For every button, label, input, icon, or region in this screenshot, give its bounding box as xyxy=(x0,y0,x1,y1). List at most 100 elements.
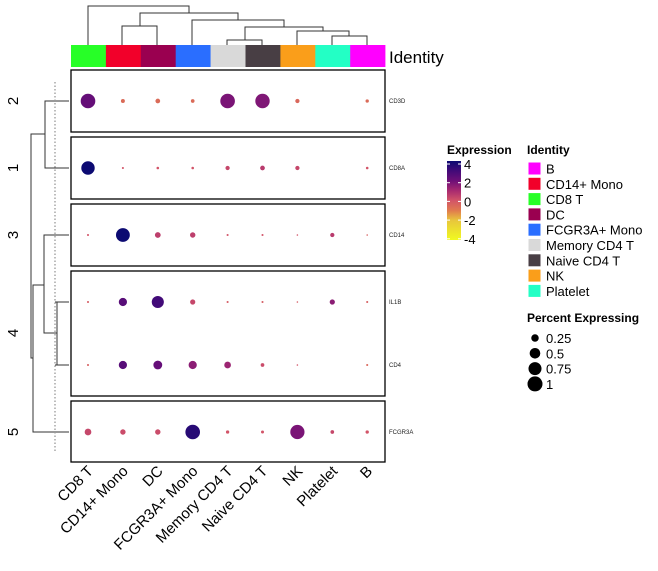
col-dendrogram-branch xyxy=(296,30,350,45)
dot-IL1B-6 xyxy=(296,301,299,303)
dot-CD8A-4 xyxy=(225,165,230,171)
dot-IL1B-3 xyxy=(190,299,196,305)
identity-legend-label: CD8 T xyxy=(546,192,583,207)
identity-legend-label: FCGR3A+ Mono xyxy=(546,223,642,238)
identity-legend-swatch xyxy=(527,207,542,222)
row-dendrogram-branch xyxy=(43,234,69,334)
size-legend-label: 0.25 xyxy=(546,331,571,346)
identity-legend-swatch xyxy=(527,222,542,237)
size-legend-dot xyxy=(527,376,543,392)
row-dendrogram-branch xyxy=(44,100,55,169)
identity-legend-swatch xyxy=(527,192,542,207)
dot-CD14-8 xyxy=(366,234,369,236)
identity-annotation-cell xyxy=(140,45,176,67)
col-dendrogram-branch xyxy=(226,39,263,45)
row-gene-label: FCGR3A xyxy=(389,430,413,436)
colorbar-tick-label: 4 xyxy=(464,157,471,172)
expression-colorbar xyxy=(447,161,461,240)
col-dendrogram-branch xyxy=(331,35,368,45)
dot-CD4-0 xyxy=(86,363,90,367)
size-legend-dot xyxy=(531,334,539,342)
identity-legend-swatch xyxy=(527,268,542,283)
identity-annotation-cell xyxy=(175,45,211,67)
dot-CD14-1 xyxy=(115,228,130,242)
dot-IL1B-5 xyxy=(261,300,264,304)
dot-CD3D-1 xyxy=(120,99,125,103)
size-legend-label: 0.75 xyxy=(546,362,571,377)
dot-IL1B-1 xyxy=(118,297,128,307)
identity-legend-swatch xyxy=(527,253,542,268)
row-dendrogram-branch xyxy=(30,133,45,359)
row-slice-panel xyxy=(70,203,386,267)
column-label: DC xyxy=(139,463,166,490)
dot-CD3D-2 xyxy=(155,98,161,104)
dot-CD3D-0 xyxy=(80,93,96,109)
dot-FCGR3A-4 xyxy=(225,430,230,434)
row-slice-panel xyxy=(70,69,386,133)
dot-CD4-8 xyxy=(366,363,369,367)
identity-legend-label: Naive CD4 T xyxy=(546,253,620,268)
row-slice-panel xyxy=(70,400,386,463)
identity-annotation-title: Identity xyxy=(389,48,444,67)
dot-FCGR3A-6 xyxy=(290,424,305,440)
size-legend-dot xyxy=(528,362,542,376)
identity-legend-title: Identity xyxy=(527,143,570,157)
size-legend-dot xyxy=(529,347,541,359)
dot-CD8A-0 xyxy=(81,161,95,175)
row-group-label: 2 xyxy=(5,97,22,105)
dot-FCGR3A-0 xyxy=(84,428,92,436)
column-label: Platelet xyxy=(294,462,342,510)
col-dendrogram-branch xyxy=(191,19,285,45)
size-legend-label: 1 xyxy=(546,377,553,392)
identity-legend-label: NK xyxy=(546,269,564,284)
row-dendrogram-branch xyxy=(32,284,69,433)
identity-legend-label: Memory CD4 T xyxy=(546,238,634,253)
dot-FCGR3A-1 xyxy=(120,429,126,435)
identity-annotation-cell xyxy=(315,45,351,67)
identity-legend-label: DC xyxy=(546,207,565,222)
dot-CD8A-5 xyxy=(260,165,265,171)
colorbar-tick-label: 2 xyxy=(464,176,471,191)
dot-FCGR3A-2 xyxy=(155,429,161,435)
row-gene-label: IL1B xyxy=(389,300,401,306)
dot-IL1B-8 xyxy=(366,300,369,304)
colorbar-tick-label: 0 xyxy=(464,194,471,209)
identity-annotation-cell xyxy=(350,45,386,67)
expression-legend-title: Expression xyxy=(447,143,512,157)
column-label: B xyxy=(357,463,376,482)
dot-CD14-3 xyxy=(189,232,196,238)
dot-CD8A-6 xyxy=(295,165,300,171)
dot-IL1B-7 xyxy=(329,299,335,305)
identity-legend-label: Platelet xyxy=(546,284,590,299)
identity-legend-swatch xyxy=(527,283,542,298)
identity-legend-swatch xyxy=(527,161,542,176)
dot-FCGR3A-7 xyxy=(330,430,335,434)
dot-CD14-5 xyxy=(261,233,264,237)
dot-CD14-7 xyxy=(330,232,335,238)
colorbar-tick-label: -4 xyxy=(464,232,476,247)
dot-CD14-0 xyxy=(86,233,90,237)
identity-annotation-cell xyxy=(71,45,107,67)
col-dendrogram-branch xyxy=(87,5,190,45)
row-slice-panel xyxy=(70,270,386,397)
identity-legend-swatch xyxy=(527,238,542,252)
identity-legend-swatch xyxy=(527,176,542,191)
identity-legend-label: B xyxy=(546,162,555,177)
dot-CD8A-2 xyxy=(156,166,160,170)
dot-CD8A-1 xyxy=(121,166,124,170)
identity-annotation-cell xyxy=(245,45,281,67)
row-gene-label: CD4 xyxy=(389,363,402,369)
row-slice-panel xyxy=(70,136,386,200)
identity-legend-label: CD14+ Mono xyxy=(546,177,623,192)
row-gene-label: CD3D xyxy=(389,99,406,105)
dot-IL1B-4 xyxy=(226,300,229,304)
dot-CD3D-6 xyxy=(295,98,300,104)
dot-IL1B-2 xyxy=(151,295,164,309)
dot-CD3D-4 xyxy=(220,93,235,109)
dot-FCGR3A-8 xyxy=(365,430,369,434)
size-legend-title: Percent Expressing xyxy=(527,311,639,325)
dot-CD14-4 xyxy=(226,233,229,237)
dot-CD4-3 xyxy=(188,360,197,370)
dot-CD4-2 xyxy=(153,360,163,370)
